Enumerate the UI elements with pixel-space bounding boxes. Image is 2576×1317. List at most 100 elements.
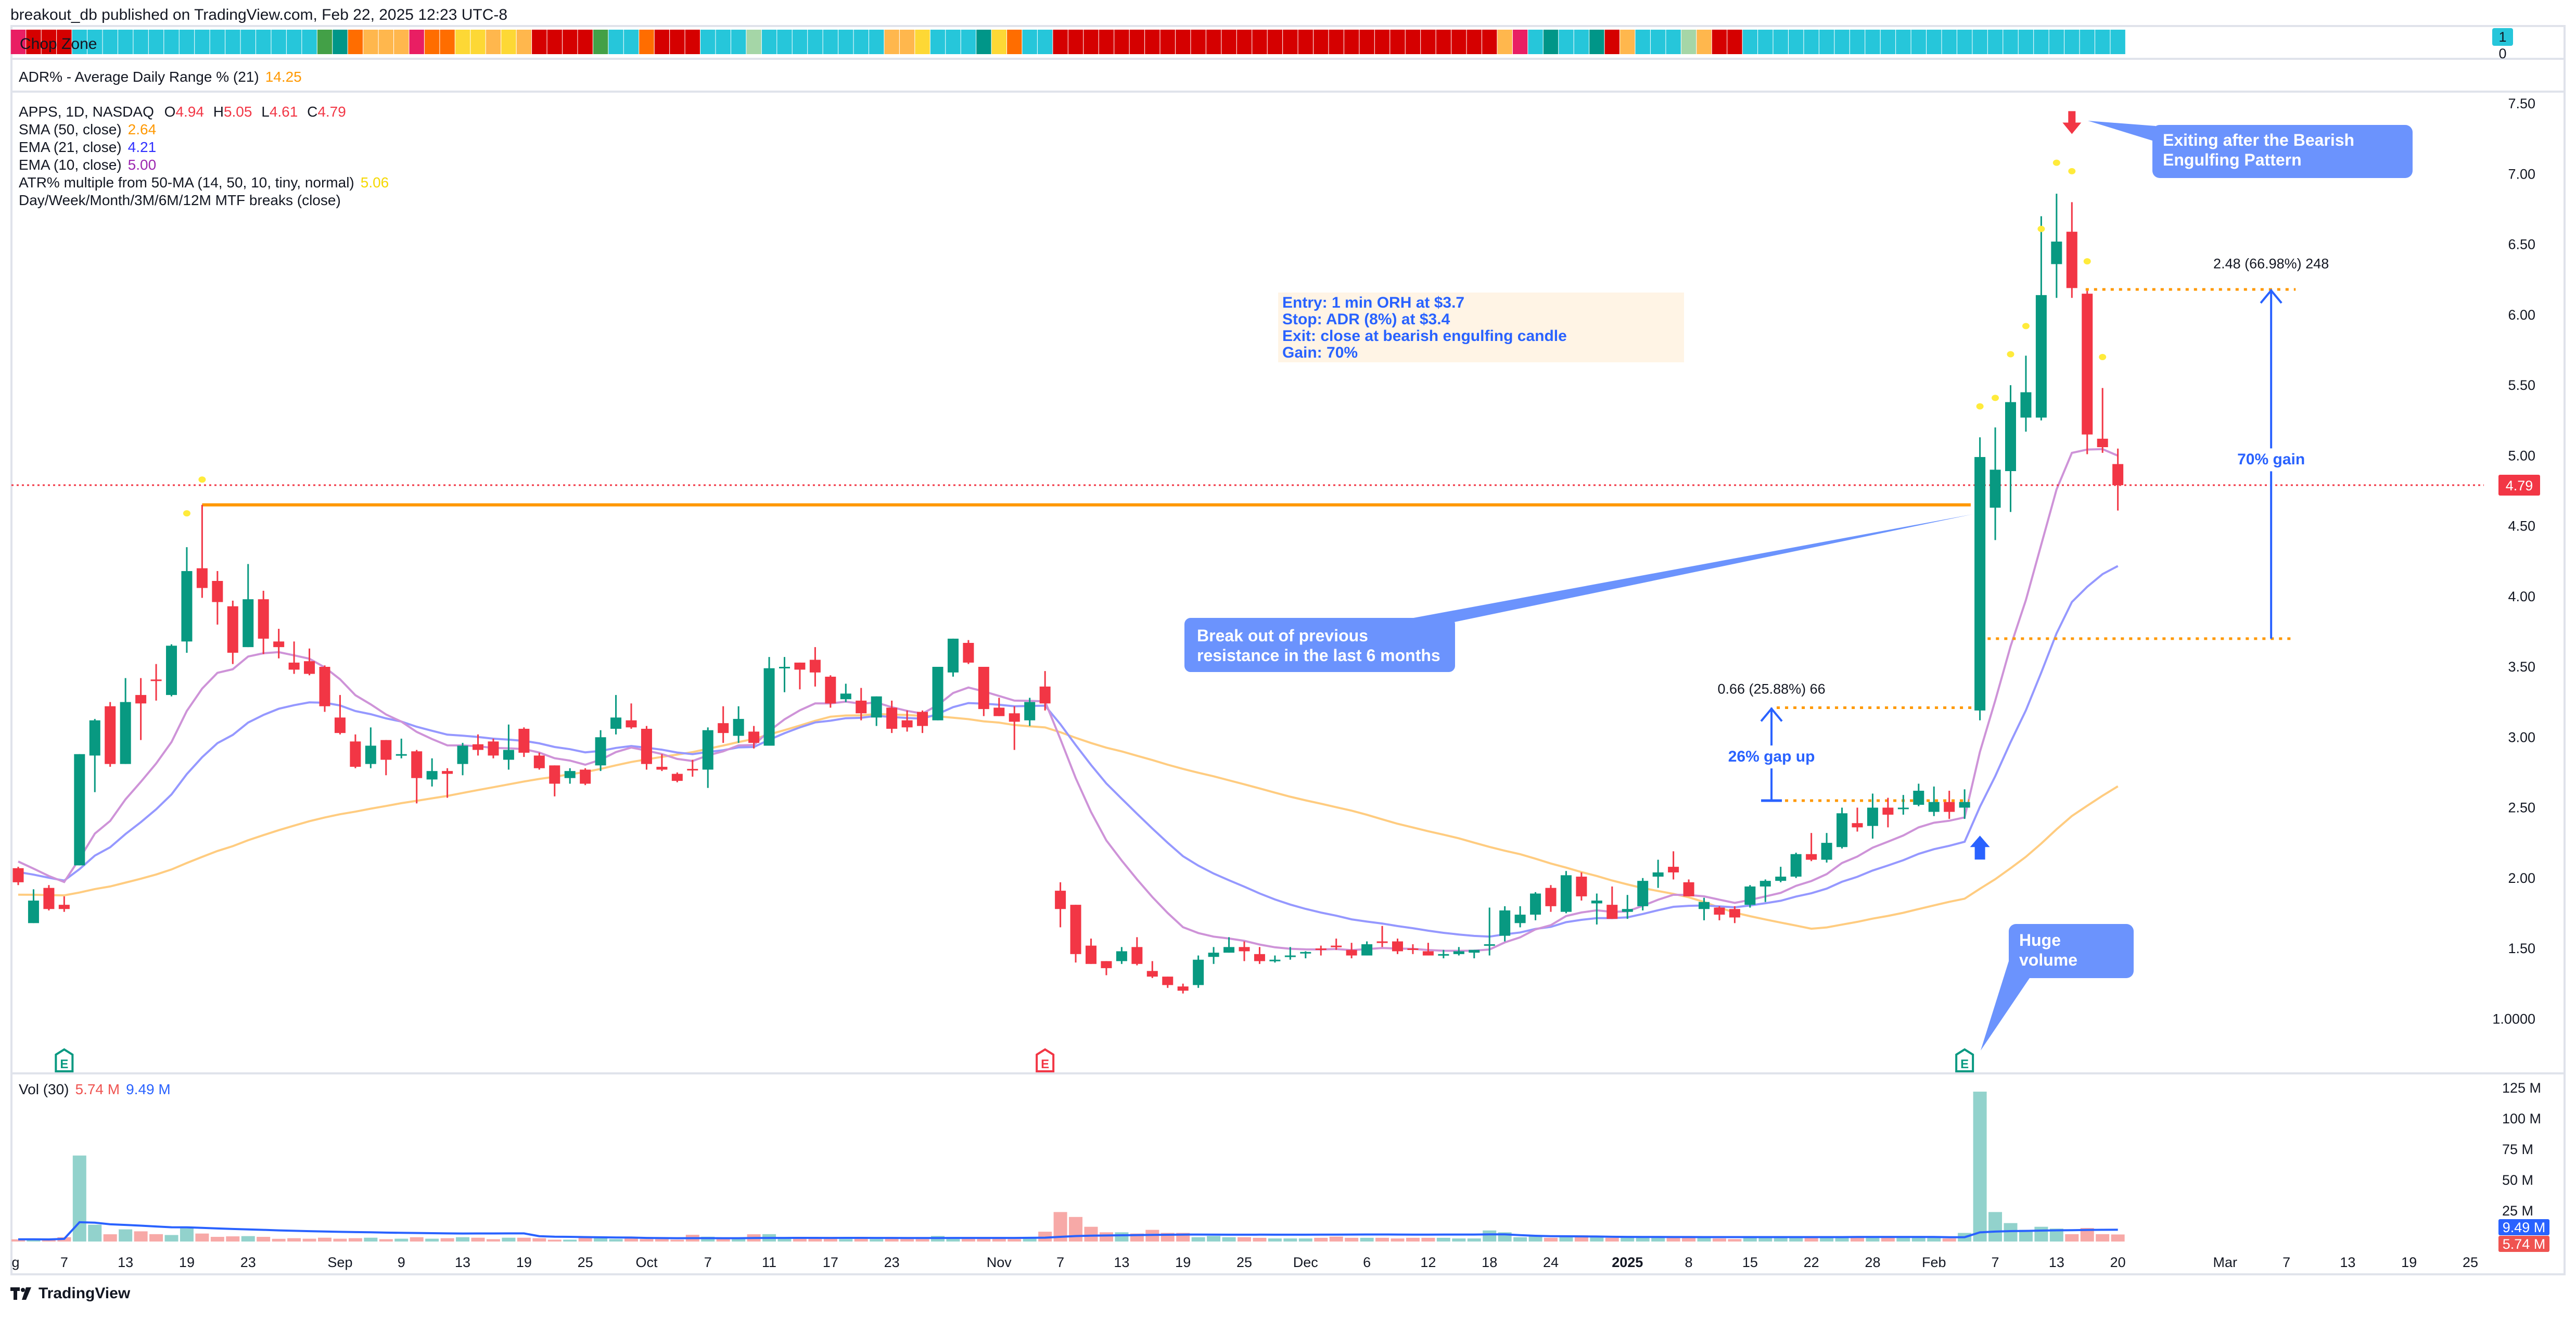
candle-body bbox=[503, 750, 514, 760]
callout-volume-line2: volume bbox=[2019, 951, 2078, 969]
price-tick-label: 7.50 bbox=[2508, 96, 2535, 111]
candles bbox=[12, 194, 2124, 994]
volume-bar bbox=[839, 1239, 853, 1242]
candle-body bbox=[1193, 959, 1204, 985]
volume-bar bbox=[119, 1229, 133, 1242]
chop-zone-cell bbox=[777, 30, 792, 54]
candle-body bbox=[1346, 949, 1357, 956]
mtf-legend[interactable]: Day/Week/Month/3M/6M/12M MTF breaks (clo… bbox=[19, 192, 341, 209]
volume-legend[interactable]: Vol (30) 5.74 M 9.49 M bbox=[19, 1081, 171, 1098]
candle-body bbox=[1039, 686, 1051, 704]
price-tick-label: 5.50 bbox=[2508, 377, 2535, 393]
time-tick-label: 15 bbox=[1742, 1255, 1758, 1270]
time-tick-label: 13 bbox=[2340, 1255, 2355, 1270]
time-tick-label: 7 bbox=[1056, 1255, 1064, 1270]
candle-body bbox=[794, 662, 806, 670]
candle-body bbox=[917, 712, 928, 726]
volume-bar bbox=[364, 1237, 378, 1242]
time-tick-label: 22 bbox=[1804, 1255, 1819, 1270]
chop-zone-cell bbox=[930, 30, 946, 54]
ema21-legend[interactable]: EMA (21, close) 4.21 bbox=[19, 138, 156, 156]
sma50-line bbox=[18, 713, 2119, 930]
callout-exit-text[interactable]: Exiting after the Bearish Engulfing Patt… bbox=[2163, 130, 2354, 170]
candle-body bbox=[1591, 901, 1602, 904]
volume-axis[interactable]: 125 M 100 M 75 M 50 M 25 M9.49 M5.74 M bbox=[2498, 1080, 2549, 1252]
volume-bar bbox=[1329, 1236, 1343, 1242]
candle-body bbox=[426, 771, 438, 780]
chop-zone-cell bbox=[1773, 30, 1788, 54]
candle-body bbox=[1438, 954, 1449, 956]
adr-label: ADR% - Average Daily Range % (21) bbox=[19, 69, 259, 85]
volume-ma-line bbox=[18, 1221, 2118, 1241]
candle-body bbox=[1897, 807, 1909, 809]
candle-body bbox=[871, 696, 882, 718]
gap-measure-label: 0.66 (25.88%) 66 bbox=[1717, 681, 1826, 697]
chop-zone-cell bbox=[1053, 30, 1068, 54]
annotation-levels bbox=[11, 288, 2484, 802]
chop-zone-cell bbox=[685, 30, 700, 54]
tradingview-footer[interactable]: TradingView bbox=[10, 1285, 130, 1302]
chop-zone-cell bbox=[103, 30, 118, 54]
volume-bar bbox=[1774, 1237, 1788, 1242]
chop-zone-cell bbox=[808, 30, 823, 54]
time-axis[interactable]: g 7 13 19 23 Sep 9 13 19 25 Oct 7 11 17 23 Nov 7 13 19 25 De… bbox=[11, 1255, 2478, 1270]
callout-breakout-text[interactable]: Break out of previous resistance in the … bbox=[1197, 626, 1440, 665]
time-tick-label: 24 bbox=[1543, 1255, 1559, 1270]
callout-breakout-line1: Break out of previous bbox=[1197, 626, 1368, 645]
chop-zone-cell bbox=[700, 30, 716, 54]
price-tick-label: 6.50 bbox=[2508, 237, 2535, 252]
sma50-legend[interactable]: SMA (50, close) 2.64 bbox=[19, 121, 156, 138]
candle-body bbox=[763, 668, 775, 746]
price-axis[interactable]: 7.50 7.00 6.50 6.00 5.50 5.00 4.50 4.00 3.50 3.00… bbox=[2492, 96, 2540, 1027]
symbol-legend[interactable]: APPS, 1D, NASDAQ O4.94 H5.05 L4.61 C4.79 bbox=[19, 103, 346, 121]
high-value: 5.05 bbox=[223, 104, 252, 120]
volume-bar bbox=[42, 1239, 56, 1242]
candle-body bbox=[1913, 791, 1924, 805]
last-price-badge-label: 4.79 bbox=[2506, 478, 2533, 493]
ema21-label: EMA (21, close) bbox=[19, 139, 122, 155]
chop-zone-cell bbox=[1865, 30, 1880, 54]
chop-zone-cell bbox=[1927, 30, 1942, 54]
candle-body bbox=[1009, 713, 1020, 722]
volume-bar bbox=[1728, 1239, 1742, 1242]
adr-value: 14.25 bbox=[265, 69, 302, 85]
volume-bar bbox=[2065, 1234, 2079, 1242]
trade-notes-box[interactable]: Entry: 1 min ORH at $3.7 Stop: ADR (8%) … bbox=[1278, 293, 1684, 362]
chop-zone-cell bbox=[2003, 30, 2018, 54]
candle-body bbox=[105, 706, 116, 764]
volume-bar bbox=[547, 1239, 562, 1242]
candle-body bbox=[856, 700, 867, 714]
candle-body bbox=[702, 730, 713, 770]
chop-zone-cell bbox=[333, 30, 348, 54]
time-tick-label: 13 bbox=[1114, 1255, 1129, 1270]
time-tick-label: 7 bbox=[2282, 1255, 2290, 1270]
atr-legend[interactable]: ATR% multiple from 50-MA (14, 50, 10, ti… bbox=[19, 174, 389, 192]
chop-zone-cell bbox=[57, 30, 72, 54]
atr-multiple-dots bbox=[183, 159, 2107, 517]
callout-volume-text[interactable]: Huge volume bbox=[2019, 930, 2077, 970]
candle-body bbox=[1499, 910, 1511, 936]
time-tick-label: 12 bbox=[1420, 1255, 1436, 1270]
chop-zone-cell bbox=[1727, 30, 1742, 54]
chop-zone-cell bbox=[409, 30, 424, 54]
price-tick-label: 1.0000 bbox=[2492, 1011, 2535, 1027]
open-label: O bbox=[164, 104, 176, 120]
callout-shapes bbox=[1184, 121, 2413, 1050]
ema10-legend[interactable]: EMA (10, close) 5.00 bbox=[19, 156, 156, 174]
chop-zone-cell bbox=[2080, 30, 2095, 54]
candle-body bbox=[28, 901, 39, 923]
candle-body bbox=[1545, 888, 1557, 906]
chop-zone-cell bbox=[623, 30, 639, 54]
ema21-line bbox=[18, 565, 2119, 938]
chop-zone-cell bbox=[746, 30, 761, 54]
chop-zone-cell bbox=[1758, 30, 1773, 54]
chop-zone-cell bbox=[1298, 30, 1313, 54]
candle-body bbox=[166, 645, 177, 695]
candle-body bbox=[1177, 986, 1189, 991]
chop-zone-cell bbox=[1972, 30, 1987, 54]
volume-bar bbox=[1835, 1237, 1849, 1242]
adr-legend[interactable]: ADR% - Average Daily Range % (21) 14.25 bbox=[19, 68, 302, 86]
candle-body bbox=[43, 888, 55, 909]
candle-body bbox=[1024, 702, 1036, 720]
